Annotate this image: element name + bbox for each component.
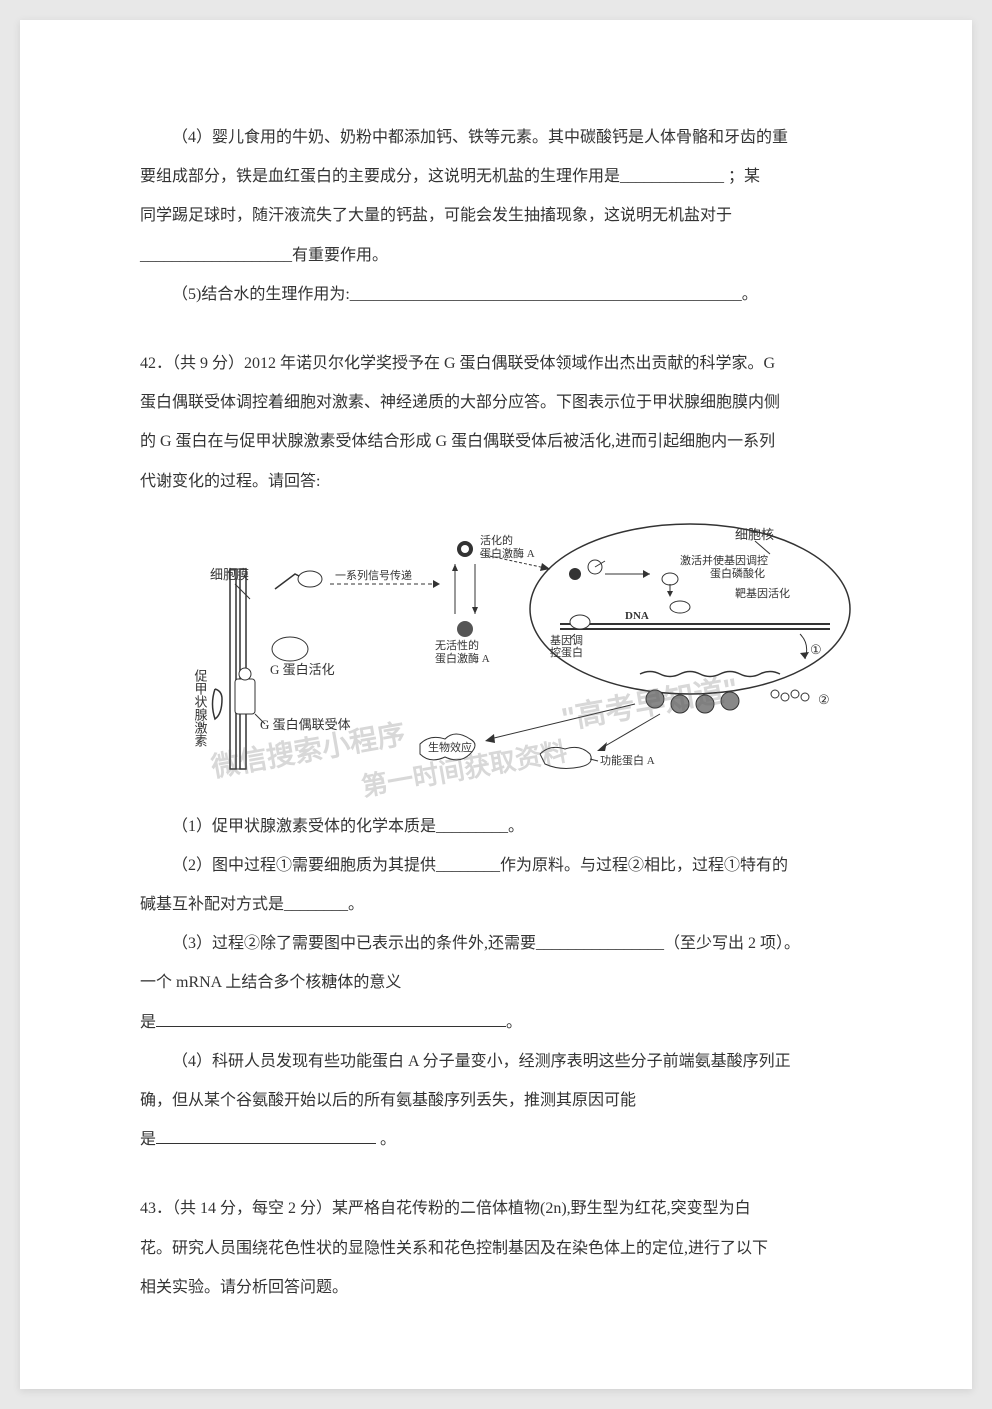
q41-part4-line3: 同学踢足球时，随汗液流失了大量的钙盐，可能会发生抽搐现象，这说明无机盐对于 (140, 198, 852, 233)
q42-part3-line1: （3）过程②除了需要图中已表示出的条件外,还需要________________… (140, 926, 852, 961)
hormone-label: 促甲状腺激素 (193, 669, 208, 747)
protein-phos-label: 蛋白磷酸化 (710, 566, 765, 580)
gene-reg-label1: 基因调 (550, 634, 583, 647)
q42-part2-line2: 碱基互补配对方式是________。 (140, 887, 852, 922)
section-gap (140, 1161, 852, 1191)
q42-part4-line3-suffix: 。 (376, 1131, 396, 1148)
diagram-svg: 促甲状腺激素 细胞膜 G 蛋白偶联受体 G 蛋白活化 一系列信号 (180, 519, 860, 799)
q42-part4-line1: （4）科研人员发现有些功能蛋白 A 分子量变小，经测序表明这些分子前端氨基酸序列… (140, 1044, 852, 1079)
q42-part4-line2: 确，但从某个谷氨酸开始以后的所有氨基酸序列丢失，推测其原因可能 (140, 1083, 852, 1118)
q42-intro-line3: 的 G 蛋白在与促甲状腺激素受体结合形成 G 蛋白偶联受体后被活化,进而引起细胞… (140, 424, 852, 459)
q42-part4-line3: 是 。 (140, 1122, 852, 1157)
q42-part4-line3-prefix: 是 (140, 1131, 156, 1148)
q43-line3: 相关实验。请分析回答问题。 (140, 1270, 852, 1305)
gene-reg-label2: 控蛋白 (550, 645, 583, 659)
signal-label: 一系列信号传递 (335, 568, 412, 582)
cell-membrane-label: 细胞膜 (210, 567, 249, 582)
bio-effect-label: 生物效应 (428, 740, 472, 754)
q42-intro-line1: 42．（共 9 分）2012 年诺贝尔化学奖授予在 G 蛋白偶联受体领域作出杰出… (140, 346, 852, 381)
biology-diagram: 促甲状腺激素 细胞膜 G 蛋白偶联受体 G 蛋白活化 一系列信号 (180, 519, 860, 799)
activated-kinase-label2: 蛋白激酶 A (480, 546, 535, 560)
inactive-kinase-label1: 无活性的 (435, 638, 479, 652)
activated-kinase-label1: 活化的 (480, 533, 513, 547)
q42-part1: （1）促甲状腺激素受体的化学本质是_________。 (140, 809, 852, 844)
nucleus-label: 细胞核 (735, 527, 774, 542)
q42-intro-line4: 代谢变化的过程。请回答: (140, 464, 852, 499)
inactive-kinase-label2: 蛋白激酶 A (435, 651, 490, 665)
q42-part3-line3: 是。 (140, 1005, 852, 1040)
section-gap (140, 316, 852, 346)
q42-part2-line1: （2）图中过程①需要细胞质为其提供________作为原料。与过程②相比，过程①… (140, 848, 852, 883)
answer-blank (156, 1125, 376, 1144)
q42-intro-line2: 蛋白偶联受体调控着细胞对激素、神经递质的大部分应答。下图表示位于甲状腺细胞膜内侧 (140, 385, 852, 420)
answer-blank (156, 1007, 506, 1026)
q43-line1: 43．（共 14 分，每空 2 分）某严格自花传粉的二倍体植物(2n),野生型为… (140, 1191, 852, 1226)
q42-part3-line3-suffix: 。 (506, 1014, 522, 1031)
g-receptor-label: G 蛋白偶联受体 (260, 717, 351, 732)
q43-line2: 花。研究人员围绕花色性状的显隐性关系和花色控制基因及在染色体上的定位,进行了以下 (140, 1231, 852, 1266)
q42-part3-line2: 一个 mRNA 上结合多个核糖体的意义 (140, 965, 852, 1000)
dna-label: DNA (625, 610, 649, 622)
q41-part4-line1: （4）婴儿食用的牛奶、奶粉中都添加钙、铁等元素。其中碳酸钙是人体骨骼和牙齿的重 (140, 120, 852, 155)
q42-part3-line3-prefix: 是 (140, 1014, 156, 1031)
circ2-label: ② (818, 692, 830, 707)
target-gene-label: 靶基因活化 (735, 586, 790, 600)
q41-part4-line2: 要组成部分，铁是血红蛋白的主要成分，这说明无机盐的生理作用是__________… (140, 159, 852, 194)
func-protein-label: 功能蛋白 A (600, 753, 655, 767)
q41-part4-line4: ___________________有重要作用。 (140, 238, 852, 273)
activate-gene-label: 激活并使基因调控 (680, 553, 768, 567)
circ1-label: ① (810, 642, 822, 657)
document-page: （4）婴儿食用的牛奶、奶粉中都添加钙、铁等元素。其中碳酸钙是人体骨骼和牙齿的重 … (20, 20, 972, 1389)
q41-part5: （5)结合水的生理作用为:___________________________… (140, 277, 852, 312)
g-activation-label: G 蛋白活化 (270, 662, 335, 677)
